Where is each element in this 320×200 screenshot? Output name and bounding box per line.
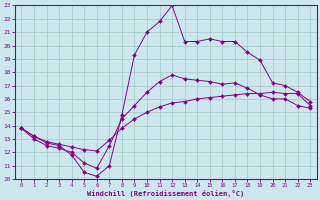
X-axis label: Windchill (Refroidissement éolien,°C): Windchill (Refroidissement éolien,°C) [87, 190, 244, 197]
